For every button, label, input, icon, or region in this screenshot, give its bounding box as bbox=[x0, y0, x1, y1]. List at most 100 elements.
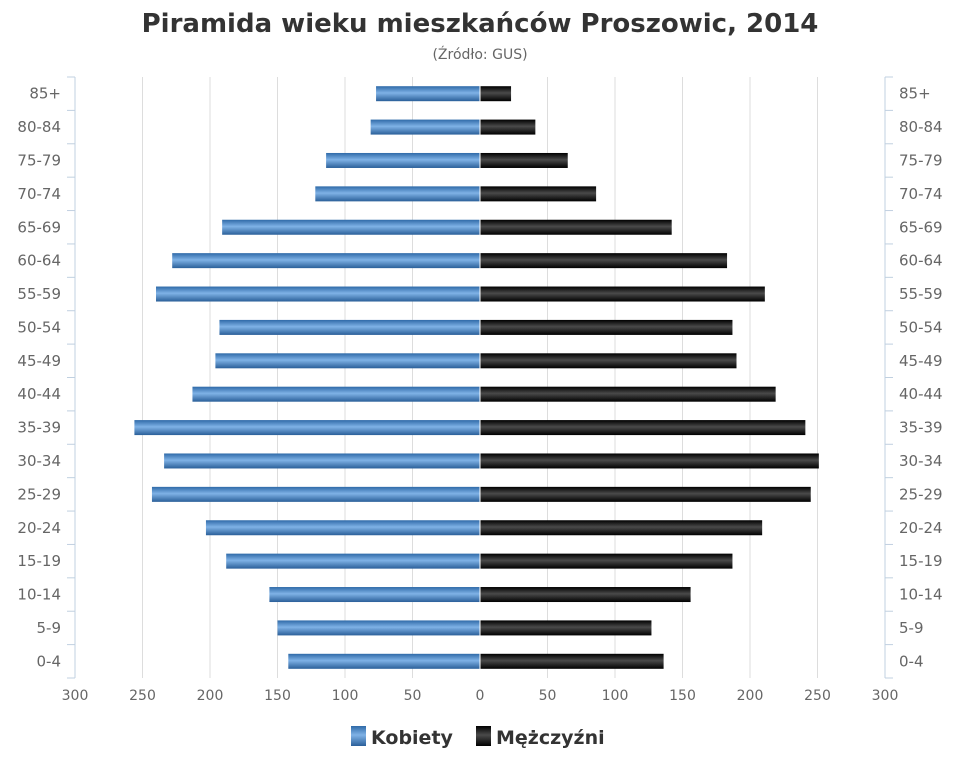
category-label-left: 55-59 bbox=[17, 285, 61, 303]
bar-kobiety-50-54[interactable] bbox=[219, 319, 480, 335]
bar-kobiety-75-79[interactable] bbox=[326, 152, 480, 168]
bar-mezczyzni-25-29[interactable] bbox=[480, 486, 811, 502]
category-label-left: 65-69 bbox=[17, 218, 61, 236]
x-tick-label: 50 bbox=[404, 688, 422, 704]
category-label-right: 15-19 bbox=[899, 552, 943, 570]
bar-mezczyzni-15-19[interactable] bbox=[480, 553, 733, 569]
bar-mezczyzni-20-24[interactable] bbox=[480, 520, 763, 536]
category-label-left: 70-74 bbox=[17, 185, 61, 203]
category-label-right: 85+ bbox=[899, 85, 931, 103]
bar-kobiety-35-39[interactable] bbox=[134, 420, 480, 436]
bar-kobiety-15-19[interactable] bbox=[226, 553, 480, 569]
category-label-right: 35-39 bbox=[899, 419, 943, 437]
bar-mezczyzni-70-74[interactable] bbox=[480, 186, 597, 202]
bar-mezczyzni-75-79[interactable] bbox=[480, 152, 568, 168]
bar-mezczyzni-80-84[interactable] bbox=[480, 119, 536, 135]
bar-mezczyzni-30-34[interactable] bbox=[480, 453, 819, 469]
bar-mezczyzni-60-64[interactable] bbox=[480, 253, 728, 269]
category-label-left: 60-64 bbox=[17, 252, 61, 270]
x-tick-label: 200 bbox=[737, 688, 764, 704]
bar-kobiety-45-49[interactable] bbox=[215, 353, 480, 369]
bar-kobiety-20-24[interactable] bbox=[205, 520, 480, 536]
category-label-right: 70-74 bbox=[899, 185, 943, 203]
x-axis-tick-labels: 300 250 200 150 100 50 0 50 100 150 200 250 300 bbox=[62, 688, 899, 704]
x-tick-label: 200 bbox=[197, 688, 224, 704]
chart-title: Piramida wieku mieszkańców Proszowic, 20… bbox=[142, 9, 819, 39]
bar-mezczyzni-50-54[interactable] bbox=[480, 319, 733, 335]
bar-mezczyzni-45-49[interactable] bbox=[480, 353, 737, 369]
bar-kobiety-80-84[interactable] bbox=[370, 119, 480, 135]
category-label-right: 75-79 bbox=[899, 151, 943, 169]
bar-mezczyzni-35-39[interactable] bbox=[480, 420, 806, 436]
chart-subtitle: (Źródło: GUS) bbox=[432, 45, 527, 63]
x-tick-label: 0 bbox=[476, 688, 485, 704]
category-label-left: 85+ bbox=[29, 85, 61, 103]
category-label-left: 25-29 bbox=[17, 485, 61, 503]
category-label-left: 50-54 bbox=[17, 318, 61, 336]
category-label-right: 55-59 bbox=[899, 285, 943, 303]
category-label-right: 80-84 bbox=[899, 118, 943, 136]
bar-kobiety-30-34[interactable] bbox=[164, 453, 480, 469]
category-label-left: 80-84 bbox=[17, 118, 61, 136]
category-label-left: 35-39 bbox=[17, 419, 61, 437]
category-label-right: 40-44 bbox=[899, 385, 943, 403]
category-label-right: 20-24 bbox=[899, 519, 943, 537]
bar-mezczyzni-40-44[interactable] bbox=[480, 386, 776, 402]
bar-kobiety-65-69[interactable] bbox=[222, 219, 480, 235]
x-tick-label: 150 bbox=[264, 688, 291, 704]
category-label-right: 65-69 bbox=[899, 218, 943, 236]
category-label-right: 25-29 bbox=[899, 485, 943, 503]
bar-mezczyzni-65-69[interactable] bbox=[480, 219, 672, 235]
category-label-left: 15-19 bbox=[17, 552, 61, 570]
category-label-right: 45-49 bbox=[899, 352, 943, 370]
bar-kobiety-55-59[interactable] bbox=[156, 286, 480, 302]
category-label-left: 75-79 bbox=[17, 151, 61, 169]
x-tick-label: 100 bbox=[602, 688, 629, 704]
legend: Kobiety Mężczyźni bbox=[351, 726, 605, 749]
bar-kobiety-10-14[interactable] bbox=[269, 587, 480, 603]
legend-swatch-kobiety bbox=[351, 726, 366, 746]
bar-kobiety-25-29[interactable] bbox=[151, 486, 480, 502]
category-label-left: 30-34 bbox=[17, 452, 61, 470]
category-label-left: 5-9 bbox=[37, 619, 62, 637]
category-label-right: 5-9 bbox=[899, 619, 924, 637]
x-tick-label: 250 bbox=[129, 688, 156, 704]
bar-mezczyzni-5-9[interactable] bbox=[480, 620, 652, 636]
category-labels: 85+ 85+ 80-84 80-84 75-79 75-79 70-74 70-74 65-6… bbox=[17, 85, 942, 671]
x-tick-label: 300 bbox=[62, 688, 89, 704]
x-tick-label: 300 bbox=[872, 688, 899, 704]
category-label-right: 30-34 bbox=[899, 452, 943, 470]
bar-mezczyzni-55-59[interactable] bbox=[480, 286, 765, 302]
axes bbox=[67, 76, 893, 679]
category-label-right: 60-64 bbox=[899, 252, 943, 270]
bar-kobiety-5-9[interactable] bbox=[277, 620, 481, 636]
category-label-left: 45-49 bbox=[17, 352, 61, 370]
legend-swatch-mezczyzni bbox=[476, 726, 491, 746]
x-tick-label: 50 bbox=[539, 688, 557, 704]
x-tick-label: 250 bbox=[804, 688, 831, 704]
category-label-left: 20-24 bbox=[17, 519, 61, 537]
bar-kobiety-0-4[interactable] bbox=[288, 653, 480, 669]
x-tick-label: 100 bbox=[332, 688, 359, 704]
legend-label-kobiety: Kobiety bbox=[371, 727, 454, 749]
bar-kobiety-85+[interactable] bbox=[376, 86, 480, 102]
bar-mezczyzni-85+[interactable] bbox=[480, 86, 512, 102]
bar-kobiety-40-44[interactable] bbox=[192, 386, 480, 402]
category-label-left: 40-44 bbox=[17, 385, 61, 403]
category-label-left: 0-4 bbox=[37, 652, 62, 670]
x-tick-label: 150 bbox=[669, 688, 696, 704]
bar-kobiety-70-74[interactable] bbox=[315, 186, 480, 202]
legend-item-mezczyzni[interactable]: Mężczyźni bbox=[476, 726, 605, 749]
legend-label-mezczyzni: Mężczyźni bbox=[496, 727, 605, 749]
legend-item-kobiety[interactable]: Kobiety bbox=[351, 726, 454, 749]
bars bbox=[134, 77, 819, 678]
bar-mezczyzni-0-4[interactable] bbox=[480, 653, 664, 669]
category-label-left: 10-14 bbox=[17, 586, 61, 604]
category-label-right: 10-14 bbox=[899, 586, 943, 604]
category-label-right: 0-4 bbox=[899, 652, 924, 670]
category-label-right: 50-54 bbox=[899, 318, 943, 336]
bar-mezczyzni-10-14[interactable] bbox=[480, 587, 691, 603]
bar-kobiety-60-64[interactable] bbox=[172, 253, 480, 269]
